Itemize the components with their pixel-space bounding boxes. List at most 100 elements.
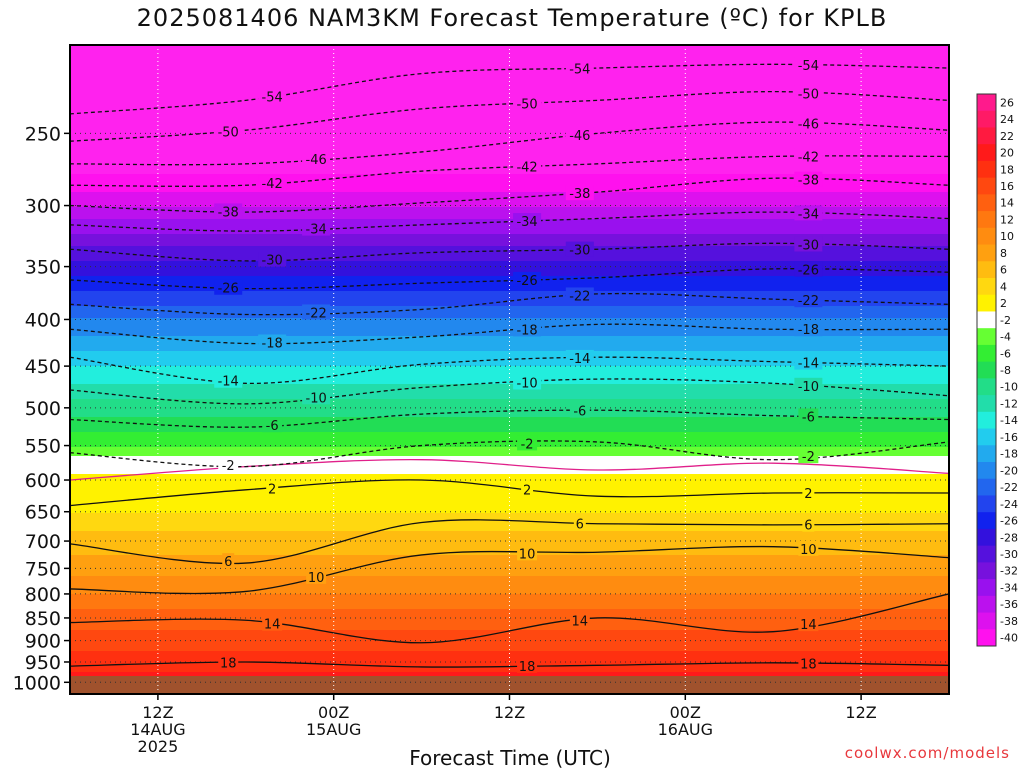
colorbar-frame	[976, 93, 997, 647]
isotherm-label-bg	[218, 654, 239, 670]
temperature-band	[70, 345, 949, 349]
isotherm-label-bg	[794, 85, 823, 101]
colorbar-label: -20	[1000, 464, 1018, 477]
temperature-band	[70, 342, 949, 346]
temperature-band	[70, 267, 949, 271]
isotherm-label-bg	[214, 279, 243, 295]
colorbar-cell	[977, 294, 996, 312]
isotherm-label: 14	[572, 614, 589, 629]
temperature-band	[70, 249, 949, 253]
colorbar-cell	[977, 629, 996, 647]
colorbar-label: -22	[1000, 481, 1018, 494]
isotherm-label: -10	[798, 380, 819, 395]
y-tick-label: 1000	[13, 672, 61, 694]
isotherm-label-bg	[569, 612, 590, 628]
colorbar-label: 24	[1000, 113, 1014, 126]
temperature-band	[70, 201, 949, 205]
y-tick-label: 750	[25, 558, 61, 580]
colorbar-label: -12	[1000, 397, 1018, 410]
temperature-band	[70, 351, 949, 355]
temperature-band	[70, 129, 949, 133]
colorbar-label: -6	[1000, 347, 1011, 360]
temperature-band	[70, 78, 949, 82]
isotherm-label: 2	[804, 487, 812, 502]
colorbar-label: 22	[1000, 130, 1014, 143]
temperature-band	[70, 582, 949, 586]
isotherm-label-bg	[565, 60, 594, 76]
isotherm-label-bg	[258, 334, 287, 350]
isotherm-label-bg	[565, 185, 594, 201]
temperature-band	[70, 210, 949, 214]
temperature-band	[70, 573, 949, 577]
temperature-band	[70, 318, 949, 322]
isotherm-label: -6	[573, 405, 586, 420]
temperature-band	[70, 543, 949, 547]
isotherm-label-bg	[302, 220, 331, 236]
isotherm-label-bg	[798, 408, 819, 424]
x-tick-label: 12Z	[845, 703, 876, 722]
temperature-band	[70, 339, 949, 343]
temperature-band	[70, 609, 949, 613]
colorbar-cell	[977, 495, 996, 513]
temperature-band	[70, 171, 949, 175]
temperature-band	[70, 117, 949, 121]
colorbar-cell	[977, 344, 996, 363]
colorbar-label: -26	[1000, 515, 1018, 528]
isotherm-label: -10	[516, 376, 537, 391]
colorbar-label: 2	[1000, 297, 1007, 310]
colorbar-label: -14	[1000, 414, 1018, 427]
temperature-band	[70, 405, 949, 409]
isotherm-label: -22	[798, 294, 819, 309]
colorbar-cell	[977, 562, 996, 580]
chart-title: 2025081406 NAM3KM Forecast Temperature (…	[136, 4, 888, 32]
temperature-band	[70, 462, 949, 466]
isotherm-label-bg	[569, 402, 590, 418]
isotherm-label: 14	[800, 618, 817, 633]
isotherm-label: -2	[222, 459, 235, 474]
isotherm-label-bg	[794, 261, 823, 277]
isotherm-label: -42	[798, 150, 819, 165]
isotherm-label: -22	[306, 306, 327, 321]
temperature-band	[70, 393, 949, 397]
isotherm-label: -30	[798, 238, 819, 253]
colorbar-cell	[977, 261, 996, 279]
isotherm-label-bg	[258, 251, 287, 267]
temperature-band	[70, 618, 949, 622]
colorbar-cell	[977, 428, 996, 446]
x-axis-label: Forecast Time (UTC)	[409, 746, 611, 770]
temperature-band	[70, 147, 949, 151]
isotherm-label-bg	[565, 287, 594, 303]
isotherm-label-bg	[302, 304, 331, 320]
temperature-band	[70, 297, 949, 301]
isotherm-label: -14	[218, 375, 239, 390]
temperature-band	[70, 465, 949, 469]
temperature-band	[70, 399, 949, 403]
colorbar-cell	[977, 194, 996, 212]
temperature-band	[70, 426, 949, 430]
colorbar-cell	[977, 94, 996, 112]
temperature-band	[70, 183, 949, 187]
colorbar-cell	[977, 378, 996, 396]
colorbar-label: 16	[1000, 180, 1014, 193]
temperature-band	[70, 111, 949, 115]
temperature-band	[70, 522, 949, 526]
colorbar-label: -10	[1000, 381, 1018, 394]
y-tick-label: 700	[25, 531, 61, 553]
temperature-band	[70, 378, 949, 382]
colorbar-cell	[977, 411, 996, 430]
temperature-band	[70, 234, 949, 238]
temperature-band	[70, 417, 949, 421]
temperature-band	[70, 333, 949, 337]
y-tick-label: 650	[25, 502, 61, 524]
temperature-band	[70, 270, 949, 274]
x-tick-label: 12Z	[142, 703, 173, 722]
isotherm-label-bg	[513, 95, 542, 111]
colorbar-cell	[977, 595, 996, 614]
y-tick-label: 350	[25, 257, 61, 279]
y-tick-label: 500	[25, 398, 61, 420]
isotherm-label: -6	[802, 410, 815, 425]
colorbar-cell	[977, 445, 996, 463]
isotherm-label: -46	[798, 118, 819, 133]
temperature-band	[70, 630, 949, 634]
isotherm-label: 10	[800, 543, 817, 558]
